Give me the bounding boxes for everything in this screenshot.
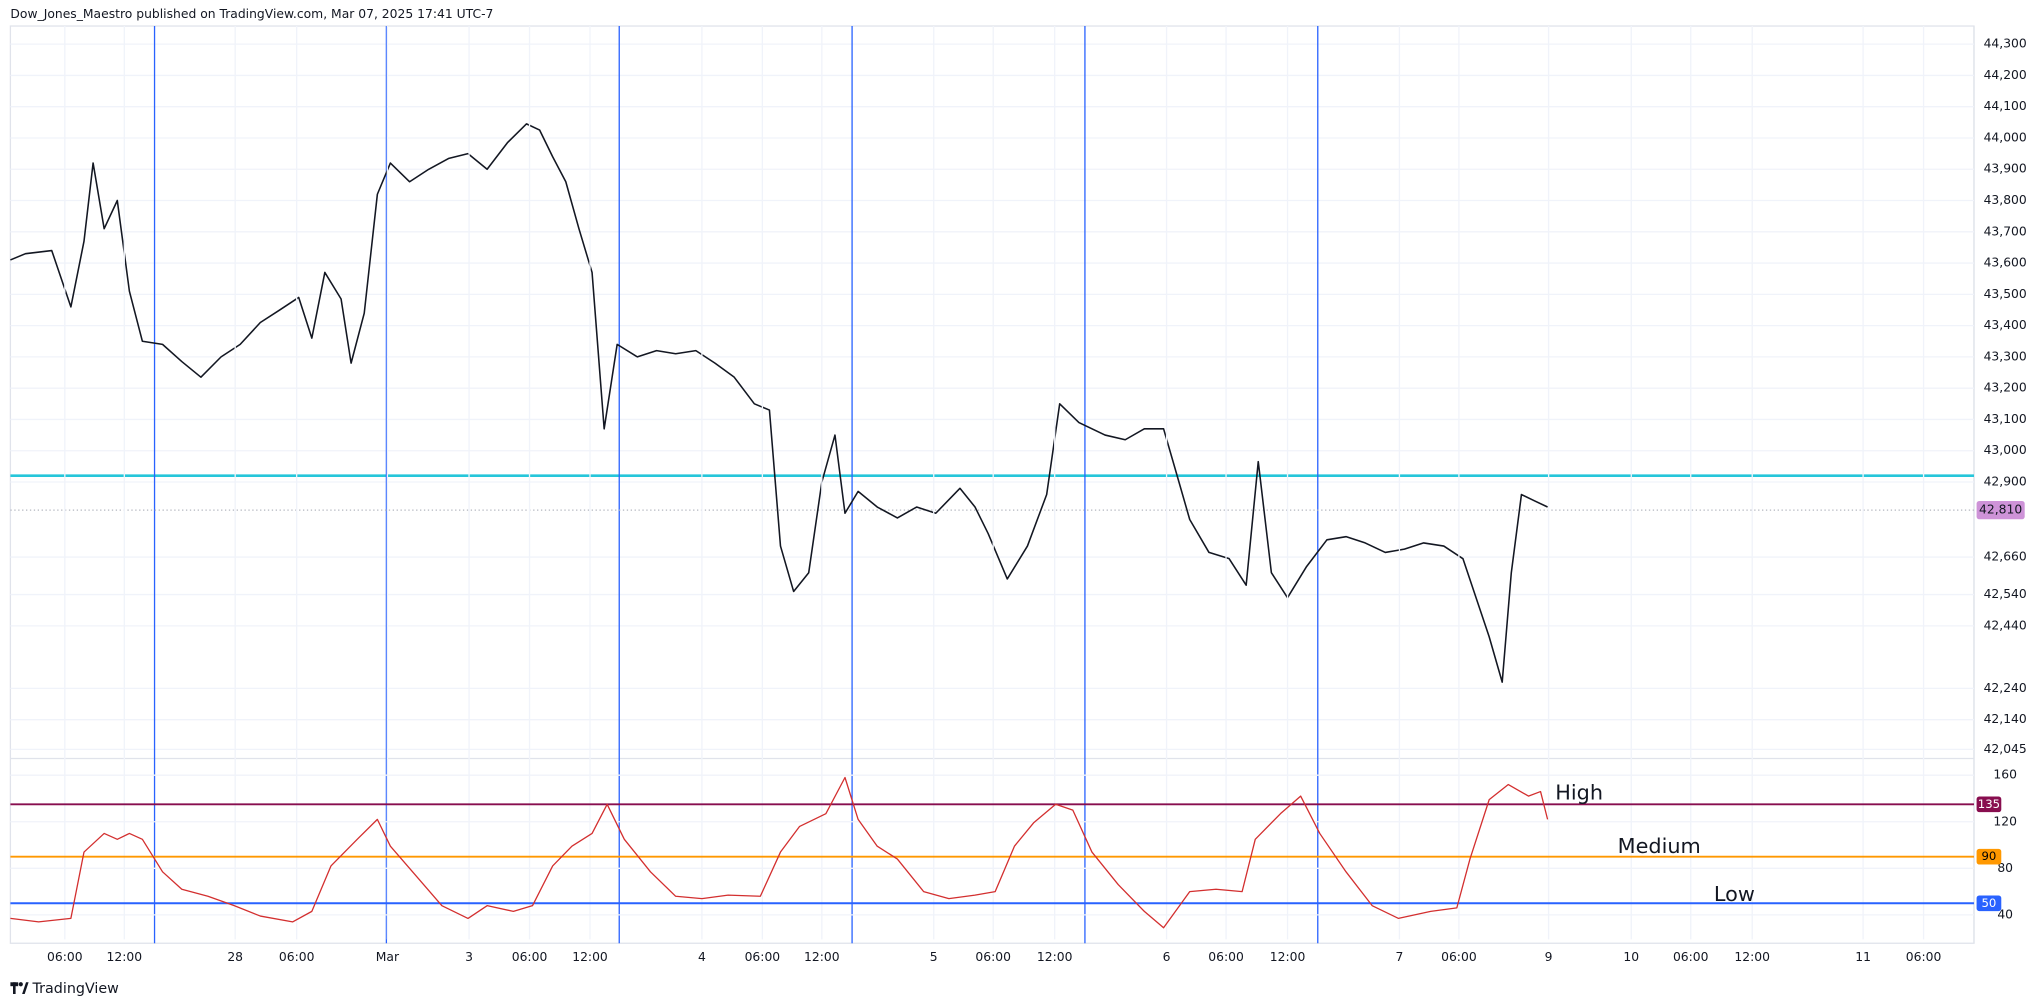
tradingview-logo: TradingView <box>10 981 119 997</box>
last-price-label: 42,810 <box>1979 503 2022 517</box>
level-value-label: 135 <box>1978 797 2000 811</box>
x-tick-label: 12:00 <box>1037 950 1073 964</box>
x-tick-label: 3 <box>465 950 473 964</box>
level-label: Medium <box>1618 834 1701 858</box>
y-tick-label: 42,240 <box>1984 681 2027 695</box>
y-tick-label: 42,540 <box>1984 587 2027 601</box>
x-tick-label: 06:00 <box>512 950 548 964</box>
y-tick-label: 43,000 <box>1984 443 2027 457</box>
last-price-box <box>1976 501 2025 520</box>
x-tick-label: 4 <box>698 950 706 964</box>
y-tick-label: 43,200 <box>1984 381 2027 395</box>
y-tick-label: 43,500 <box>1984 287 2027 301</box>
y-tick-label: 43,400 <box>1984 318 2027 332</box>
level-label: Low <box>1714 882 1755 906</box>
x-tick-label: 06:00 <box>745 950 781 964</box>
x-tick-label: 10 <box>1623 950 1639 964</box>
level-label: High <box>1555 781 1603 805</box>
series-line <box>10 776 1549 929</box>
x-tick-label: 11 <box>1855 950 1871 964</box>
logo-mark <box>22 982 29 994</box>
y-tick-label: 80 <box>1997 861 2013 875</box>
y-tick-label: 42,660 <box>1984 550 2027 564</box>
y-tick-label: 120 <box>1993 814 2017 828</box>
y-tick-label: 43,600 <box>1984 256 2027 270</box>
level-value-box <box>1976 895 2002 912</box>
logo-mark <box>13 982 16 994</box>
x-tick-label: 12:00 <box>1734 950 1770 964</box>
y-tick-label: 42,045 <box>1984 742 2027 756</box>
y-tick-label: 42,900 <box>1984 474 2027 488</box>
x-tick-label: 5 <box>930 950 938 964</box>
x-tick-label: 06:00 <box>1906 950 1942 964</box>
y-tick-label: 43,300 <box>1984 349 2027 363</box>
x-tick-label: 06:00 <box>1673 950 1709 964</box>
x-tick-label: 06:00 <box>975 950 1011 964</box>
y-tick-label: 42,440 <box>1984 618 2027 632</box>
y-tick-label: 160 <box>1993 768 2017 782</box>
x-tick-label: 7 <box>1395 950 1403 964</box>
y-tick-label: 44,200 <box>1984 68 2027 82</box>
y-tick-label: 43,900 <box>1984 162 2027 176</box>
y-tick-label: 42,140 <box>1984 712 2027 726</box>
x-tick-label: 06:00 <box>47 950 83 964</box>
x-tick-label: 06:00 <box>1441 950 1477 964</box>
y-tick-label: 43,700 <box>1984 224 2027 238</box>
y-tick-label: 44,100 <box>1984 99 2027 113</box>
y-tick-label: 40 <box>1997 907 2013 921</box>
x-tick-label: Mar <box>376 950 400 964</box>
x-tick-label: 06:00 <box>1208 950 1244 964</box>
level-value-box <box>1976 848 2002 865</box>
level-value-box <box>1976 796 2002 813</box>
x-tick-label: 06:00 <box>279 950 315 964</box>
series-line <box>10 123 1548 683</box>
x-tick-label: 9 <box>1545 950 1553 964</box>
y-tick-label: 43,800 <box>1984 193 2027 207</box>
x-tick-label: 6 <box>1163 950 1171 964</box>
x-tick-label: 12:00 <box>804 950 840 964</box>
footer-logo: TradingView <box>32 981 120 997</box>
y-tick-label: 44,300 <box>1984 37 2027 51</box>
level-value-label: 50 <box>1981 896 1996 910</box>
y-tick-label: 44,000 <box>1984 130 2027 144</box>
y-tick-label: 43,100 <box>1984 412 2027 426</box>
level-value-label: 90 <box>1981 849 1996 863</box>
x-tick-label: 28 <box>227 950 243 964</box>
x-tick-label: 12:00 <box>572 950 608 964</box>
x-tick-label: 12:00 <box>1270 950 1306 964</box>
x-tick-label: 12:00 <box>107 950 143 964</box>
publisher-header: Dow_Jones_Maestro published on TradingVi… <box>10 7 493 21</box>
logo-mark <box>18 982 23 987</box>
